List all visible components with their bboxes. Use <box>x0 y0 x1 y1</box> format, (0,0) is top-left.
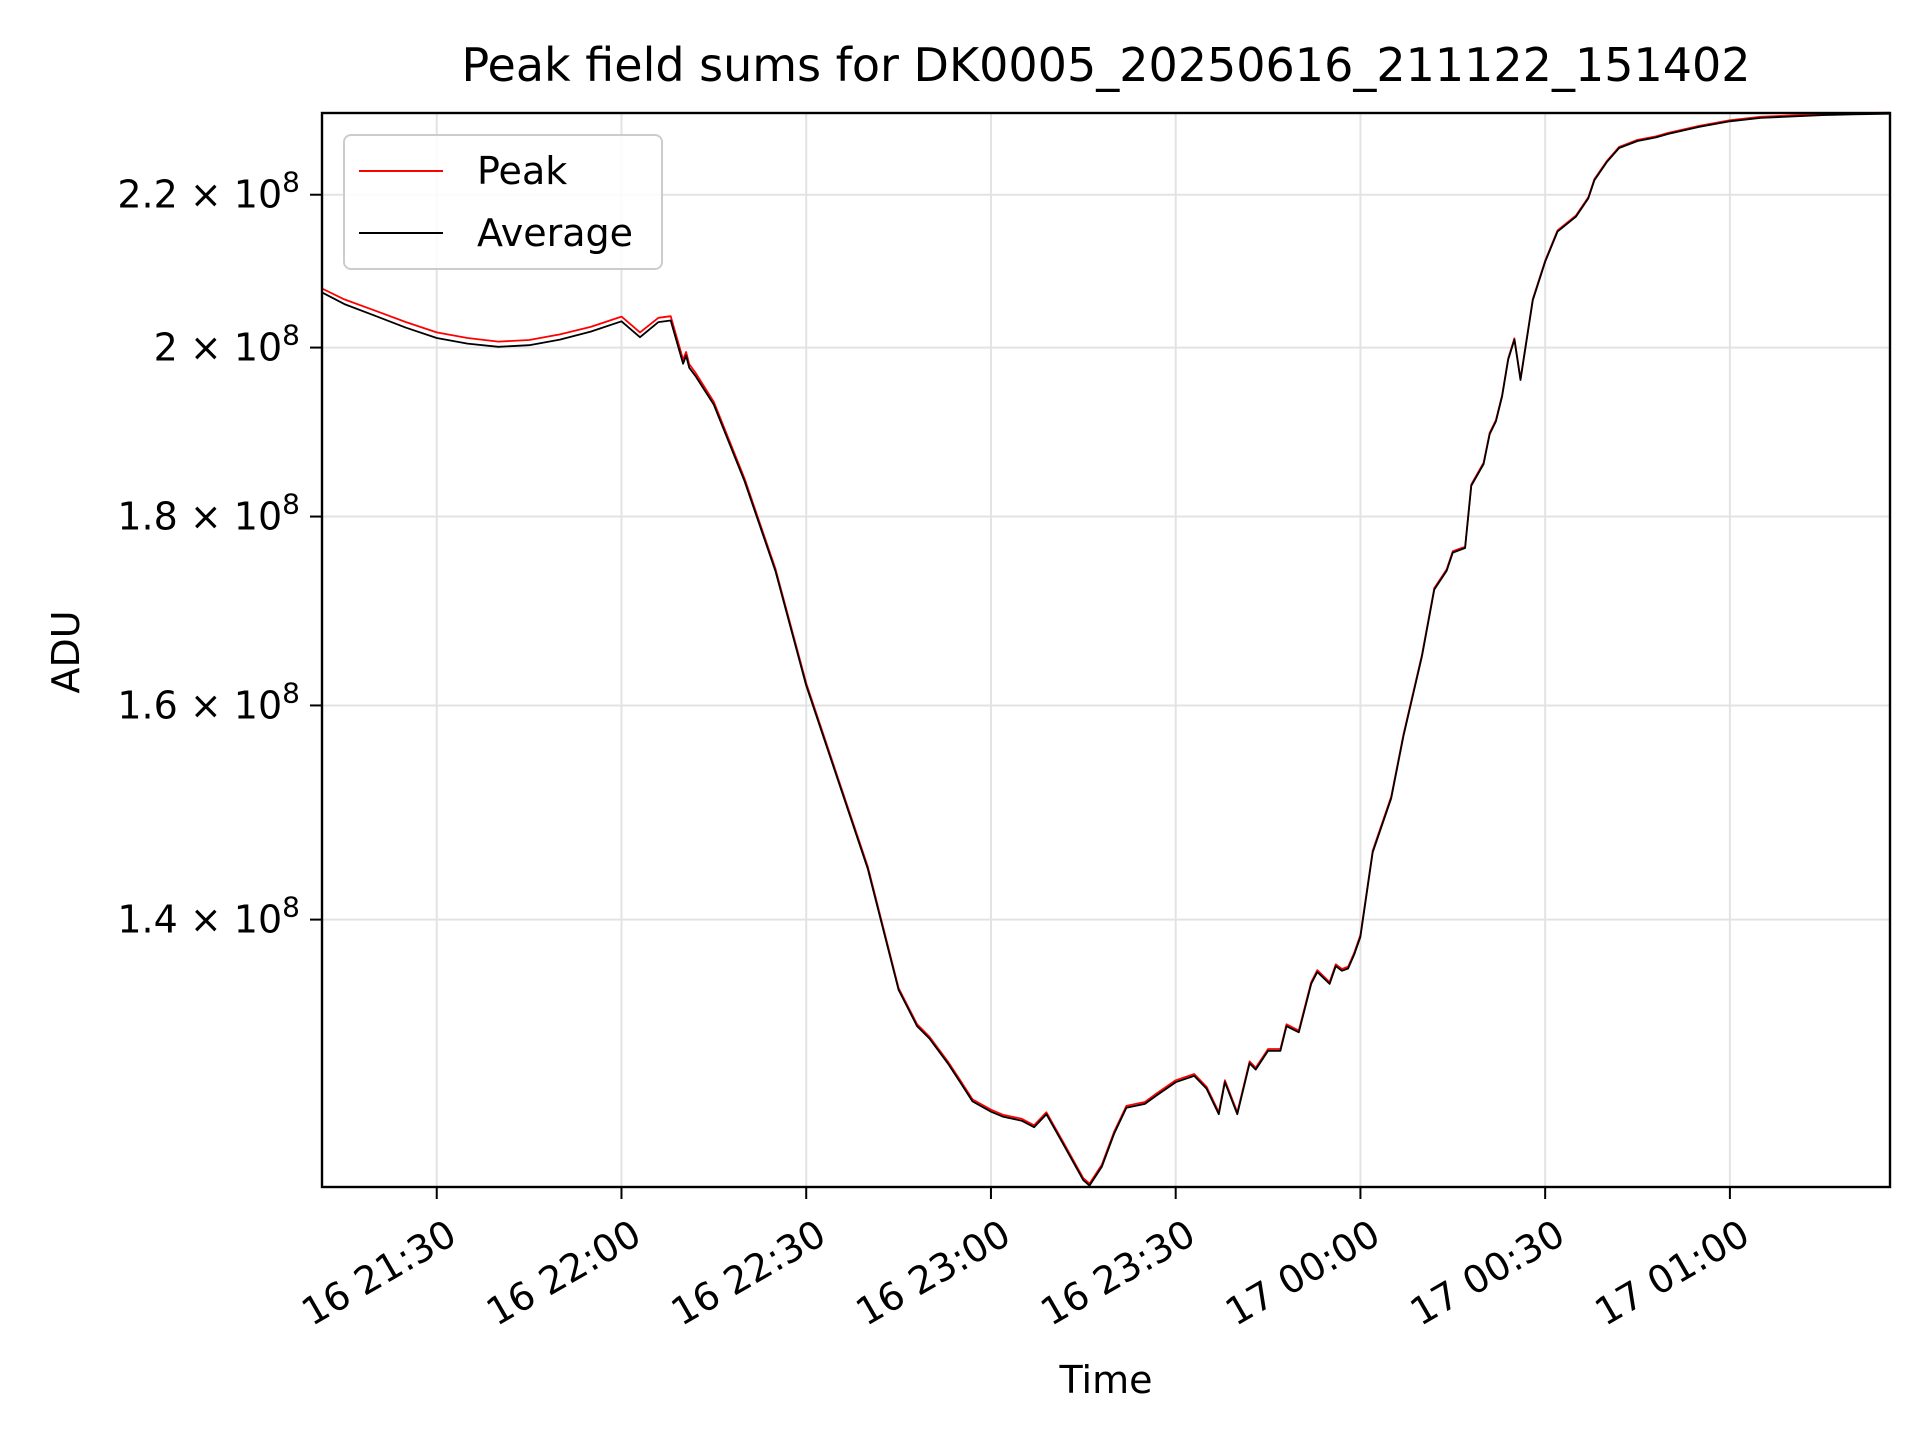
x-tick-label: 16 22:00 <box>479 1211 648 1334</box>
legend-item-average: Average <box>359 210 633 256</box>
series-line-peak <box>321 111 1891 1185</box>
x-tick-label: 16 23:30 <box>1033 1211 1202 1334</box>
x-tick-label: 16 23:00 <box>849 1211 1018 1334</box>
series-line-average <box>321 112 1891 1187</box>
x-axis-label: Time <box>1059 1358 1153 1402</box>
y-tick-label: 1.4 × 108 <box>117 891 300 942</box>
legend-item-peak: Peak <box>359 148 567 194</box>
x-tick-label: 17 00:00 <box>1218 1211 1387 1334</box>
plot-frame <box>320 111 1892 1189</box>
chart-title: Peak field sums for DK0005_20250616_2111… <box>461 38 1751 92</box>
series-lines <box>321 111 1891 1187</box>
x-tick-label: 17 01:00 <box>1587 1211 1756 1334</box>
axis-ticks: 16 21:30 16 22:00 16 22:30 16 23:00 16 23:30… <box>117 166 1756 1335</box>
grid-lines <box>322 113 1890 1187</box>
legend-label-peak: Peak <box>477 149 568 193</box>
x-tick-label: 16 22:30 <box>664 1211 833 1334</box>
legend-swatch-average <box>359 232 443 234</box>
legend-swatch-peak <box>359 170 443 172</box>
x-tick-label: 16 21:30 <box>294 1211 463 1334</box>
legend-label-average: Average <box>477 211 634 255</box>
y-tick-label: 2 × 108 <box>154 319 300 370</box>
legend: Peak Average <box>343 134 663 270</box>
y-axis-label: ADU <box>44 610 88 694</box>
y-tick-label: 2.2 × 108 <box>117 166 300 217</box>
x-tick-label: 17 00:30 <box>1403 1211 1572 1334</box>
y-tick-label: 1.8 × 108 <box>117 488 300 539</box>
y-tick-label: 1.6 × 108 <box>117 676 300 727</box>
